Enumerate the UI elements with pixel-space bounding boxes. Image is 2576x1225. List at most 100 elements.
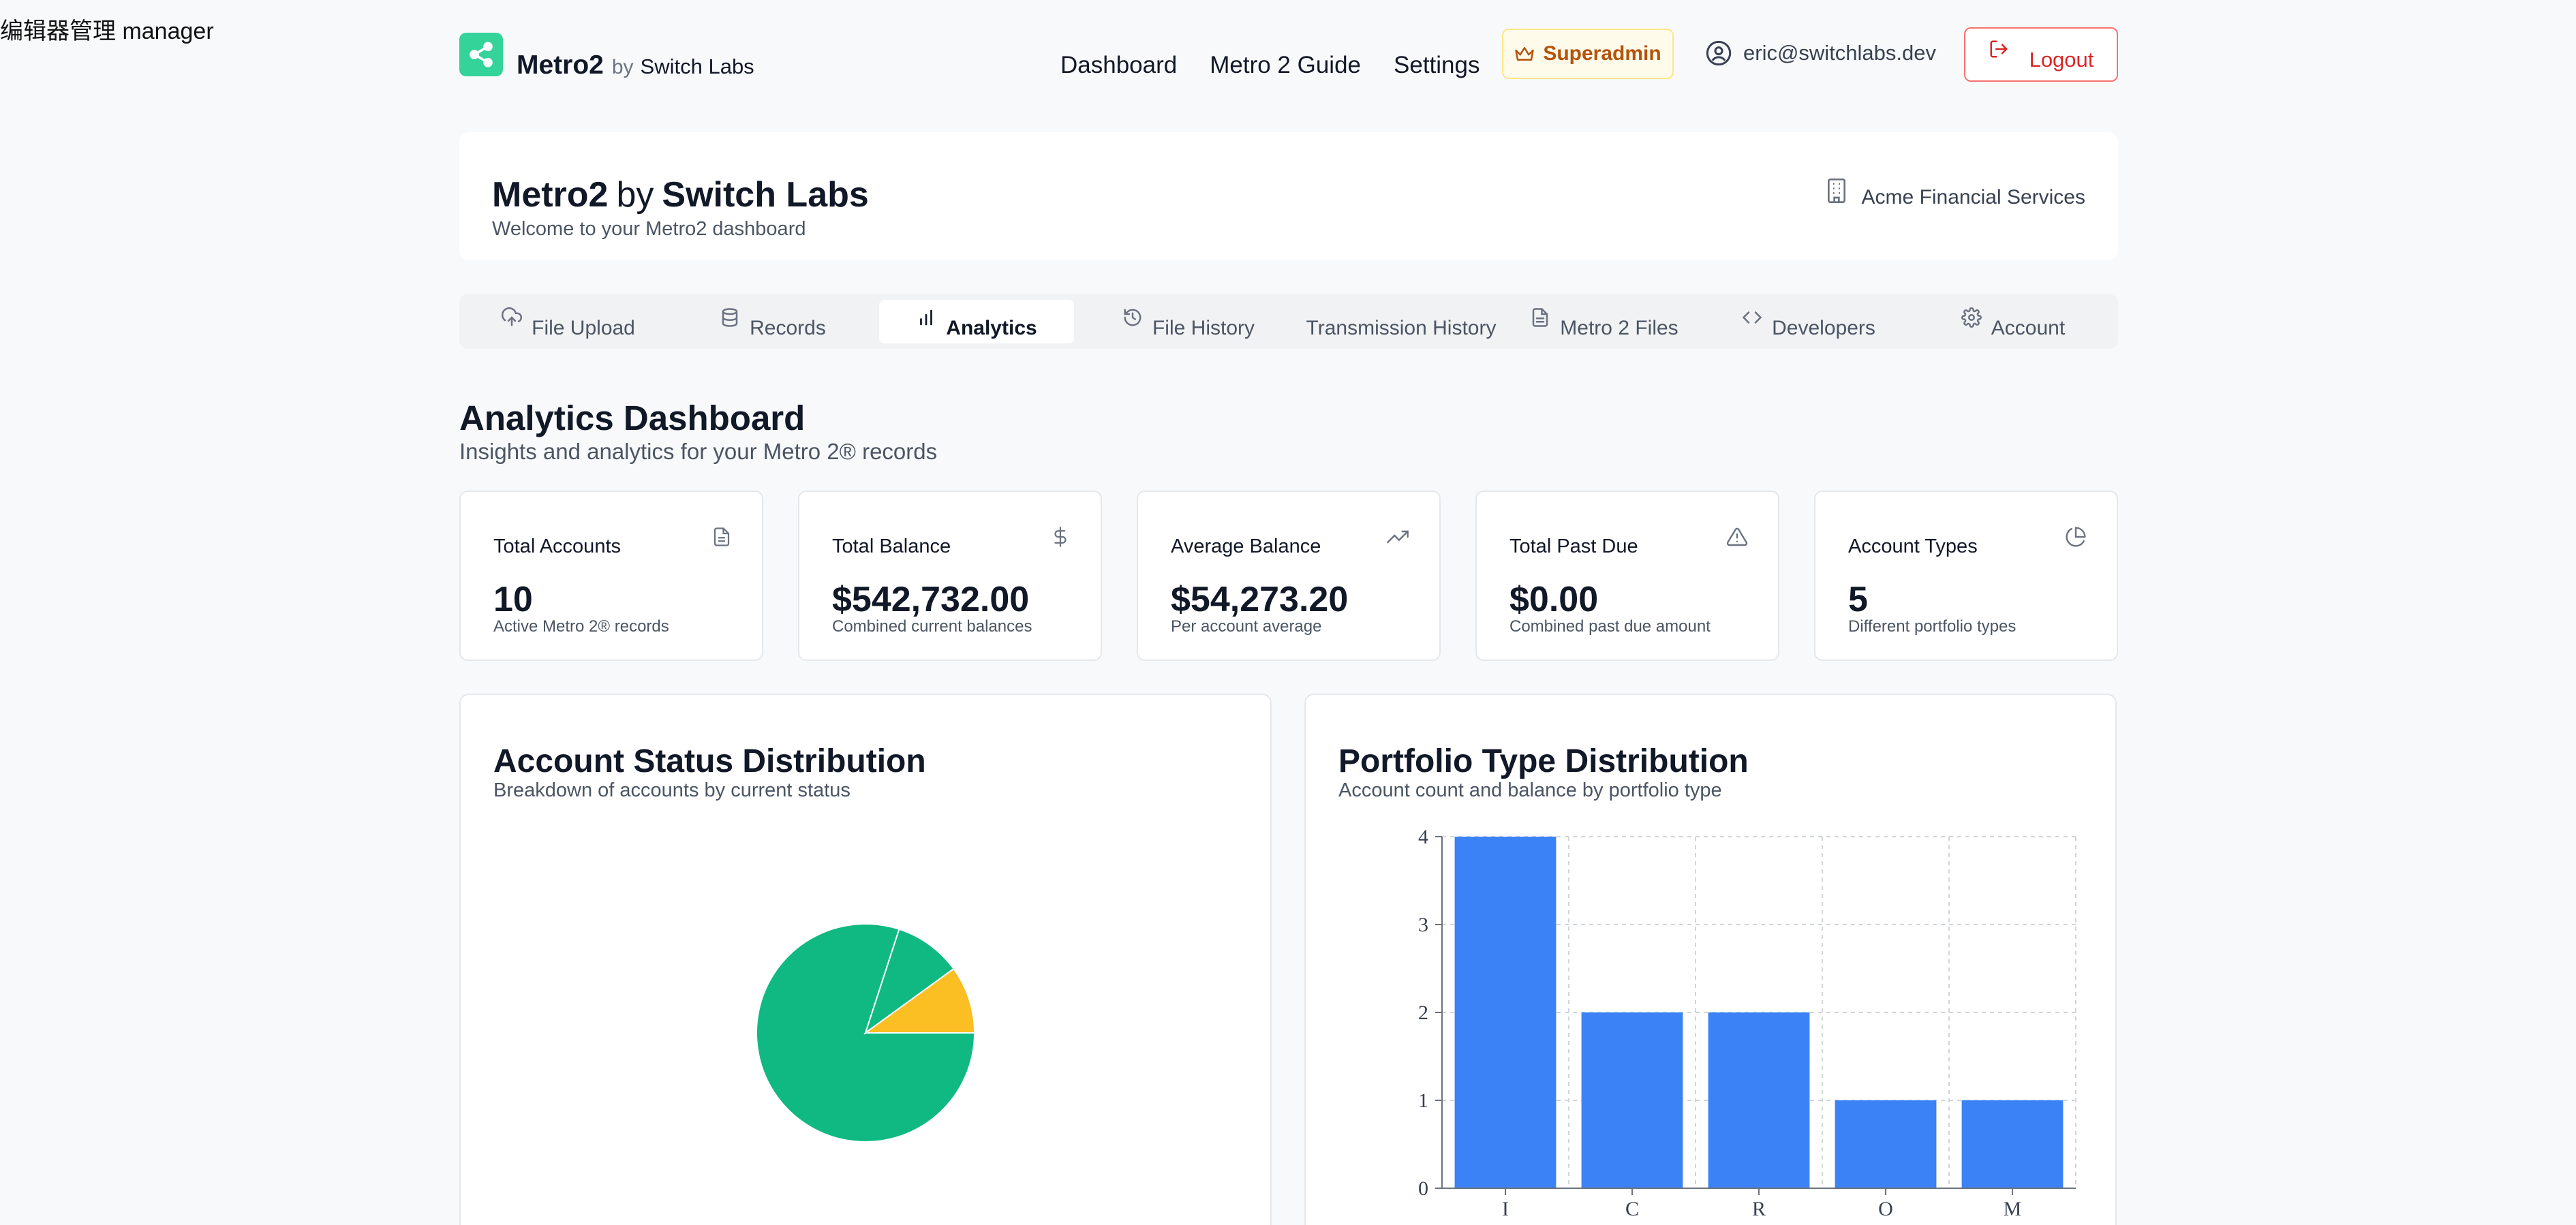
tab-bar: File Upload Records Analytics File Histo… bbox=[459, 294, 2118, 349]
user-circle-icon bbox=[1706, 40, 1732, 66]
page-title: Metro2 by Switch Labs bbox=[492, 174, 869, 215]
tab-developers[interactable]: Developers bbox=[1734, 300, 1884, 343]
y-tick-label: 4 bbox=[1418, 826, 1428, 848]
tab-label: Transmission History bbox=[1306, 317, 1497, 339]
dollar-icon bbox=[1054, 527, 1067, 547]
stat-cards: Total Accounts 10 Active Metro 2® record… bbox=[459, 491, 2118, 661]
analytics-title: Analytics Dashboard bbox=[459, 399, 806, 437]
stat-title: Total Past Due bbox=[1509, 536, 1638, 557]
stat-note: Different portfolio types bbox=[1848, 617, 2017, 636]
bar-R[interactable] bbox=[1708, 1012, 1810, 1188]
stat-note: Per account average bbox=[1171, 617, 1322, 636]
pie-slice-2[interactable] bbox=[863, 967, 976, 1034]
tab-label: Developers bbox=[1772, 317, 1875, 339]
trending-up-icon bbox=[1387, 530, 1409, 544]
stat-value: $0.00 bbox=[1509, 580, 1599, 619]
crown-icon bbox=[1515, 47, 1535, 61]
x-tick-label: C bbox=[1625, 1198, 1639, 1220]
history-icon bbox=[1124, 309, 1141, 326]
stat-value: $542,732.00 bbox=[832, 580, 1030, 619]
nav-link-settings[interactable]: Settings bbox=[1394, 52, 1480, 78]
panel-title: Account Status Distribution bbox=[493, 743, 926, 779]
tab-transmission-history[interactable]: Transmission History bbox=[1299, 300, 1503, 343]
logout-icon bbox=[1990, 40, 2008, 58]
stat-value: 10 bbox=[493, 580, 533, 619]
logout-label: Logout bbox=[2029, 48, 2094, 72]
nav-link-metro2-guide[interactable]: Metro 2 Guide bbox=[1210, 52, 1362, 78]
brand-by: by bbox=[611, 56, 634, 78]
gear-icon bbox=[1961, 307, 1982, 328]
building-icon bbox=[1827, 179, 1845, 203]
bar-I[interactable] bbox=[1454, 837, 1557, 1188]
bar-C[interactable] bbox=[1581, 1012, 1683, 1188]
code-icon bbox=[1742, 311, 1762, 324]
tab-label: Metro 2 Files bbox=[1560, 317, 1678, 339]
x-tick-label: O bbox=[1878, 1198, 1893, 1220]
stat-note: Combined current balances bbox=[832, 617, 1032, 636]
hero-title-by: by bbox=[616, 175, 654, 215]
portfolio-bar-chart: I C R O M 0 1 2 3 4 bbox=[1418, 826, 2076, 1220]
tab-label: File History bbox=[1152, 317, 1255, 339]
hero-title-company: Switch Labs bbox=[662, 175, 869, 215]
pie-slice-1[interactable] bbox=[864, 928, 955, 1035]
stat-value: 5 bbox=[1848, 580, 1868, 619]
stat-title: Total Balance bbox=[832, 536, 951, 557]
y-tick-label: 0 bbox=[1418, 1177, 1428, 1200]
welcome-card: Metro2 by Switch Labs Welcome to your Metr… bbox=[459, 132, 2118, 260]
superadmin-label: Superadmin bbox=[1543, 42, 1661, 65]
tab-file-history[interactable]: File History bbox=[1114, 300, 1263, 343]
portfolio-type-panel: Portfolio Type Distribution Account coun… bbox=[1304, 694, 2117, 1225]
stat-card-total-past-due: Total Past Due $0.00 Combined past due a… bbox=[1475, 491, 1779, 661]
bar-chart-icon bbox=[920, 309, 933, 326]
organization-selector[interactable]: Acme Financial Services bbox=[1825, 179, 2085, 211]
file-text-icon bbox=[1533, 308, 1548, 327]
cloud-upload-icon bbox=[502, 307, 523, 326]
stat-note: Combined past due amount bbox=[1509, 617, 1711, 636]
x-tick-label: R bbox=[1752, 1198, 1766, 1220]
stat-card-account-types: Account Types 5 Different portfolio type… bbox=[1814, 491, 2118, 661]
file-icon bbox=[714, 527, 730, 546]
share-icon bbox=[470, 42, 493, 67]
bar-M[interactable] bbox=[1961, 1100, 2064, 1188]
brand-name[interactable]: Metro2 by Switch Labs bbox=[517, 50, 754, 80]
panel-title: Portfolio Type Distribution bbox=[1338, 743, 1749, 779]
user-menu[interactable]: eric@switchlabs.dev bbox=[1705, 40, 1936, 67]
database-icon bbox=[722, 308, 738, 327]
y-tick-label: 1 bbox=[1418, 1089, 1428, 1112]
y-tick-label: 3 bbox=[1418, 914, 1428, 936]
stat-title: Average Balance bbox=[1171, 536, 1321, 557]
superadmin-badge[interactable]: Superadmin bbox=[1502, 29, 1674, 79]
stat-title: Account Types bbox=[1848, 536, 1978, 557]
stat-card-total-balance: Total Balance $542,732.00 Combined curre… bbox=[798, 491, 1102, 661]
user-email: eric@switchlabs.dev bbox=[1743, 41, 1937, 65]
pie-chart-icon bbox=[2066, 527, 2086, 547]
logo[interactable] bbox=[459, 33, 503, 76]
app-container: Metro2 by Switch Labs Dashboard Metro 2 Gu… bbox=[459, 0, 2118, 1225]
bar-O[interactable] bbox=[1835, 1100, 1937, 1188]
tab-analytics[interactable]: Analytics bbox=[879, 300, 1074, 343]
tab-label: Records bbox=[750, 317, 826, 339]
tab-account[interactable]: Account bbox=[1952, 300, 2074, 343]
brand-title: Metro2 bbox=[517, 50, 604, 80]
stat-note: Active Metro 2® records bbox=[493, 617, 669, 636]
tab-metro2-files[interactable]: Metro 2 Files bbox=[1522, 300, 1686, 343]
tab-label: Analytics bbox=[946, 317, 1037, 339]
status-pie-chart bbox=[756, 923, 976, 1143]
panel-subtitle: Account count and balance by portfolio t… bbox=[1338, 779, 1722, 801]
tab-records[interactable]: Records bbox=[711, 300, 834, 343]
tab-file-upload[interactable]: File Upload bbox=[493, 300, 643, 343]
page-subtitle: Welcome to your Metro2 dashboard bbox=[492, 218, 806, 240]
nav-link-dashboard[interactable]: Dashboard bbox=[1060, 52, 1178, 78]
brand-company: Switch Labs bbox=[640, 55, 754, 78]
stat-card-total-accounts: Total Accounts 10 Active Metro 2® record… bbox=[459, 491, 763, 661]
nav-links: Dashboard Metro 2 Guide Settings bbox=[1060, 52, 1479, 79]
logout-button[interactable]: Logout bbox=[1964, 27, 2118, 82]
stat-card-average-balance: Average Balance $54,273.20 Per account a… bbox=[1137, 491, 1441, 661]
stat-value: $54,273.20 bbox=[1171, 580, 1349, 619]
y-tick-label: 2 bbox=[1418, 1002, 1428, 1024]
tab-label: Account bbox=[1991, 317, 2066, 339]
organization-name: Acme Financial Services bbox=[1861, 186, 2085, 208]
account-status-panel: Account Status Distribution Breakdown of… bbox=[459, 694, 1272, 1225]
top-navigation: Metro2 by Switch Labs Dashboard Metro 2 Gu… bbox=[459, 27, 2118, 86]
panel-subtitle: Breakdown of accounts by current status bbox=[493, 779, 850, 801]
